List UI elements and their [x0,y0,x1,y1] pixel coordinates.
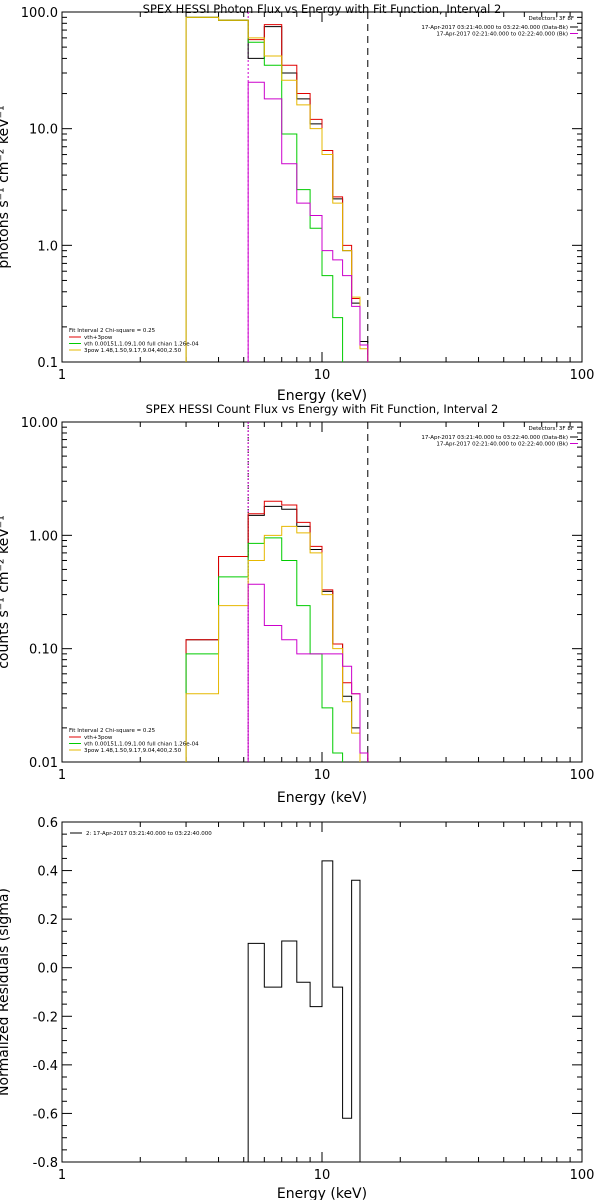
count-x-axis-label: Energy (keV) [277,790,367,806]
count-legend-left-item: 3pow 1.48,1.50,9.17,9.04,400,2.50 [84,748,182,754]
photon-detectors-label: Detectors: 3F 8F [528,16,574,22]
photon-legend-left-item: vth+3pow [84,335,113,341]
photon-x-axis-label: Energy (keV) [277,388,367,404]
resid-xtick-label: 10 [314,1168,331,1183]
resid-ytick-label: 0.2 [37,913,58,928]
count-ytick-label: 1.00 [29,529,58,544]
count-series-vth [185,537,344,762]
count-series-fit [185,500,369,762]
photon-plot-frame [61,11,583,363]
photon-series-fit [185,16,369,362]
count-panel: 1 10 100 0.01 0.10 1.00 10.00 SPEX HESSI Count … [0,402,594,806]
count-fit-header: Fit Interval 2 Chi-square = 0.25 [69,728,156,734]
photon-ytick-label: 10.0 [29,123,58,138]
count-xtick-label: 100 [570,768,595,783]
photon-xtick-label: 1 [58,368,66,383]
resid-ytick-label: 0.4 [37,865,58,880]
photon-data [185,12,369,362]
photon-series-data [185,16,369,362]
resid-ytick-label: -0.6 [33,1107,58,1122]
photon-panel: 1 10 100 0.1 1.0 10.0 100.0 SPEX HESSI Photon F… [0,2,594,404]
photon-legend-right-item: 17-Apr-2017 02:21:40.000 to 02:22:40.000… [436,32,568,38]
photon-title: SPEX HESSI Photon Flux vs Energy with Fi… [143,2,502,16]
resid-y-axis-label: Normalized Residuals (sigma) [0,888,12,1096]
resid-x-axis-label: Energy (keV) [277,1186,367,1200]
photon-xtick-label: 10 [314,368,331,383]
resid-xtick-label: 1 [58,1168,66,1183]
count-ytick-label: 0.01 [29,756,58,771]
count-legend-left-item: vth+3pow [84,735,113,741]
photon-ytick-label: 1.0 [37,239,58,254]
resid-ytick-label: 0.0 [37,962,58,977]
resid-ytick-label: -0.8 [33,1156,58,1171]
photon-series-bk [247,81,369,362]
photon-ytick-label: 0.1 [37,356,58,371]
photon-legend-left-item: vth 0.00151,1.09,1.00 full chian 1.26e-0… [84,342,199,348]
photon-xtick-label: 100 [570,368,595,383]
count-ytick-label: 10.00 [21,416,58,431]
count-title: SPEX HESSI Count Flux vs Energy with Fit… [146,402,499,416]
resid-ytick-label: -0.2 [33,1010,58,1025]
photon-fit-header: Fit Interval 2 Chi-square = 0.25 [69,328,156,334]
count-y-axis-label: counts s⁻¹ cm⁻² keV⁻¹ [0,515,12,669]
photon-y-axis-label: photons s⁻¹ cm⁻² keV⁻¹ [0,105,12,268]
count-xtick-label: 1 [58,768,66,783]
photon-legend-left-item: 3pow 1.48,1.50,9.17,9.04,400,2.50 [84,348,182,354]
resid-legend-item: 2: 17-Apr-2017 03:21:40.000 to 03:22:40.… [86,831,212,837]
resid-xtick-label: 100 [570,1168,595,1183]
photon-ytick-label: 100.0 [21,6,58,21]
count-data [185,422,369,762]
resid-data [247,860,361,1162]
resid-series-residuals [247,860,361,1162]
count-legend-right-item: 17-Apr-2017 03:21:40.000 to 03:22:40.000… [421,435,568,441]
count-legend-right-item: 17-Apr-2017 02:21:40.000 to 02:22:40.000… [436,442,568,448]
photon-series-3pow [185,16,369,362]
count-legend-left-item: vth 0.00151,1.09,1.00 full chian 1.26e-0… [84,742,199,748]
resid-ytick-label: -0.4 [33,1059,58,1074]
count-ytick-label: 0.10 [29,643,58,658]
photon-legend-right-item: 17-Apr-2017 03:21:40.000 to 03:22:40.000… [421,25,568,31]
count-series-bk [247,583,369,762]
photon-series-vth [185,16,344,362]
count-series-3pow [185,525,361,762]
count-xtick-label: 10 [314,768,331,783]
resid-panel: 1 10 100 -0.8 -0.6 -0.4 -0.2 0.0 0.2 0.4 0.6 Energy… [0,816,594,1200]
count-detectors-label: Detectors: 3F 8F [528,426,574,432]
resid-ytick-label: 0.6 [37,816,58,831]
